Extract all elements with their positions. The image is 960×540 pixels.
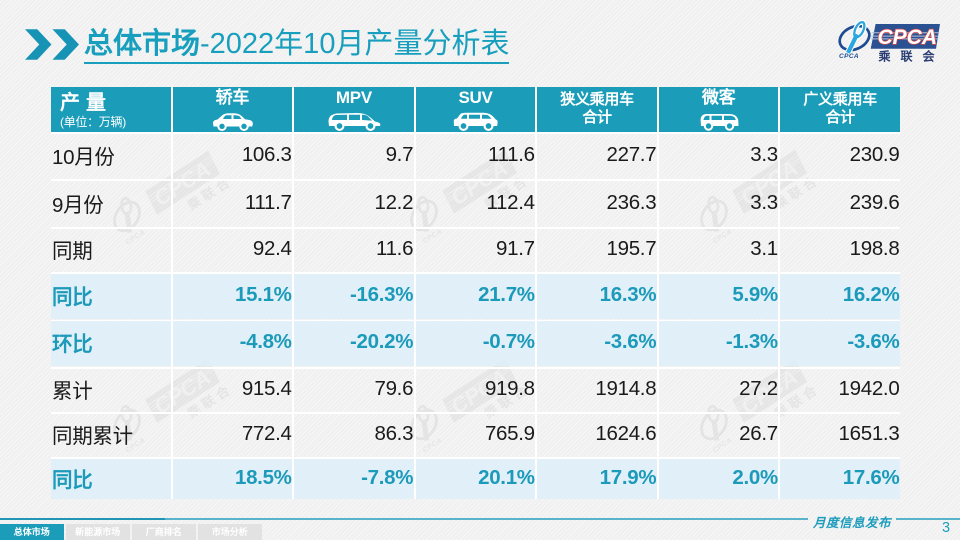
svg-text:CPCA: CPCA	[878, 26, 938, 49]
svg-text:CPCA: CPCA	[839, 53, 859, 60]
svg-text:乘联会: 乘联会	[878, 48, 945, 63]
